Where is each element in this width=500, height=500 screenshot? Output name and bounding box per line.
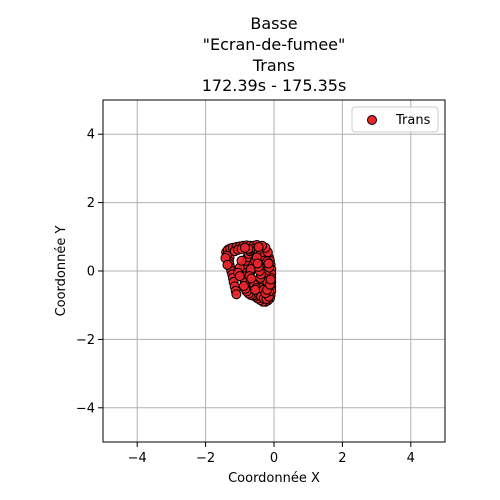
y-axis-label: Coordonnée Y [54, 226, 69, 317]
legend-label: Trans [395, 113, 431, 128]
scatter-point [252, 258, 263, 269]
y-tick-label: 0 [87, 265, 95, 280]
scatter-point [222, 259, 233, 270]
x-tick-label: 2 [338, 451, 346, 466]
scatter-point [238, 281, 249, 292]
title-line-1: Basse [250, 14, 297, 33]
scatter-point [246, 273, 257, 284]
x-tick-label: 0 [270, 451, 278, 466]
scatter-point [231, 289, 242, 300]
scatter-point [250, 284, 261, 295]
legend-marker [367, 115, 377, 125]
title-line-3: Trans [252, 56, 295, 75]
y-tick-label: −4 [76, 401, 95, 416]
scatter-point [236, 255, 247, 266]
scatter-point [234, 271, 245, 282]
legend: Trans [351, 106, 439, 133]
x-axis-ticks: −4 −2 0 2 4 [128, 442, 415, 466]
title-line-2: "Ecran-de-fumee" [203, 35, 346, 54]
scatter-point [263, 258, 274, 269]
y-tick-label: 2 [87, 196, 95, 211]
y-axis-ticks: −4 −2 0 2 4 [76, 128, 103, 416]
y-tick-label: −2 [76, 333, 95, 348]
scatter-point [265, 274, 276, 285]
x-axis-label: Coordonnée X [228, 471, 320, 486]
x-tick-label: −4 [128, 451, 147, 466]
legend-box [351, 106, 439, 133]
grid-lines [103, 100, 445, 442]
scatter-point [253, 242, 264, 253]
y-tick-label: 4 [87, 128, 95, 143]
scatter-point [239, 242, 250, 253]
x-tick-label: 4 [407, 451, 415, 466]
x-tick-label: −2 [196, 451, 215, 466]
chart-title: Basse "Ecran-de-fumee" Trans 172.39s - 1… [202, 14, 347, 95]
title-line-4: 172.39s - 175.35s [202, 76, 347, 95]
data-points [220, 240, 277, 307]
